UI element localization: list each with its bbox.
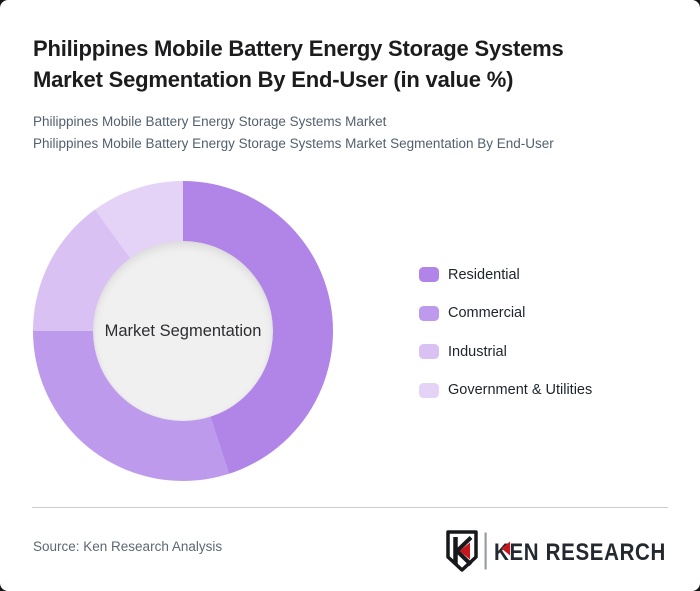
legend-label: Residential bbox=[448, 266, 520, 283]
chart-subtitle: Philippines Mobile Battery Energy Storag… bbox=[33, 111, 673, 154]
legend-label: Industrial bbox=[448, 343, 507, 360]
legend-label: Commercial bbox=[448, 305, 526, 321]
chart-subtitle-line2: Philippines Mobile Battery Energy Storag… bbox=[33, 135, 554, 151]
legend-label: Government & Utilities bbox=[448, 382, 593, 398]
logo-k-accent bbox=[501, 541, 510, 556]
donut-center-label: Market Segmentation bbox=[104, 321, 262, 340]
ken-research-logo: KEN RESEARCH bbox=[446, 530, 666, 572]
page-title-line1: Philippines Mobile Battery Energy Storag… bbox=[33, 36, 564, 61]
chart-legend: Residential Commercial Industrial Govern… bbox=[419, 267, 592, 421]
legend-swatch bbox=[419, 305, 439, 321]
ken-research-shield-icon bbox=[446, 530, 478, 572]
page-title: Philippines Mobile Battery Energy Storag… bbox=[33, 33, 663, 95]
footer-divider bbox=[32, 507, 668, 508]
logo-text: KEN RESEARCH bbox=[494, 539, 666, 566]
page-title-line2: Market Segmentation By End-User (in valu… bbox=[33, 67, 514, 92]
legend-swatch bbox=[419, 267, 439, 282]
legend-item-commercial: Commercial bbox=[419, 305, 592, 321]
legend-swatch bbox=[419, 382, 439, 398]
donut-chart-area: Market Segmentation bbox=[33, 181, 333, 481]
legend-item-government-utilities: Government & Utilities bbox=[419, 382, 593, 398]
donut-hole: Market Segmentation bbox=[93, 241, 273, 421]
legend-swatch bbox=[419, 344, 439, 359]
source-note: Source: Ken Research Analysis bbox=[33, 539, 223, 554]
legend-item-industrial: Industrial bbox=[419, 343, 592, 360]
logo-separator bbox=[484, 532, 487, 570]
legend-item-residential: Residential bbox=[419, 266, 592, 283]
chart-subtitle-line1: Philippines Mobile Battery Energy Storag… bbox=[33, 114, 387, 129]
